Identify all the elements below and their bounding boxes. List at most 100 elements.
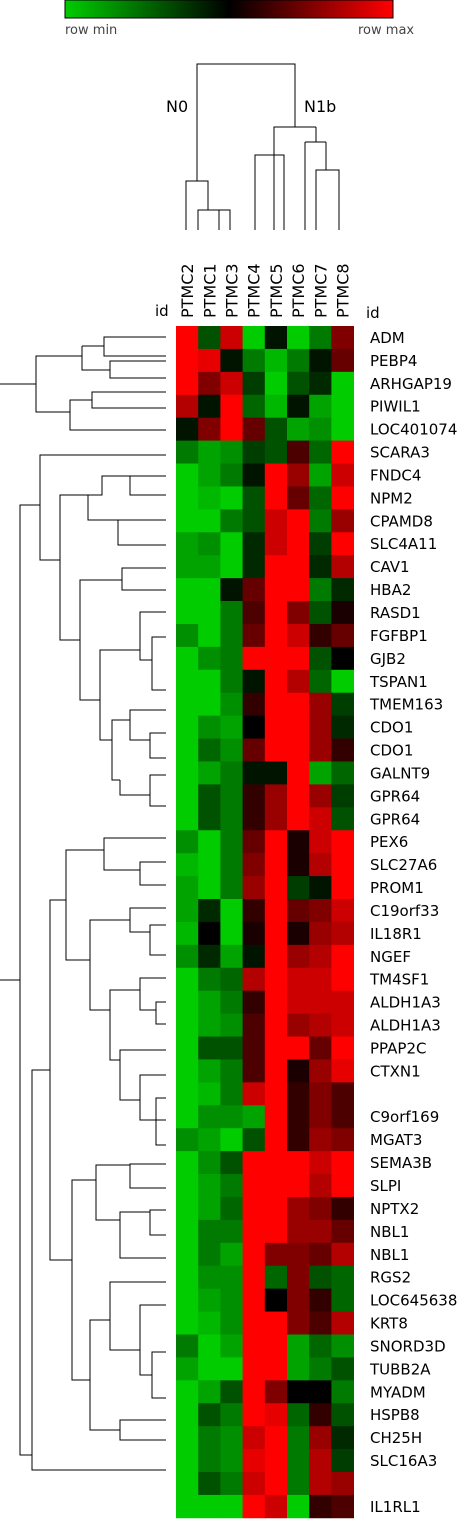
heatmap-cell-r51-c3 <box>242 1494 266 1519</box>
heatmap-cell-r5-c7 <box>331 440 354 464</box>
heatmap-cell-r14-c4 <box>264 646 288 671</box>
heatmap-cell-r2-c0 <box>176 371 199 396</box>
heatmap-cell-r51-c6 <box>309 1494 332 1519</box>
heatmap-cell-r6-c4 <box>264 463 288 487</box>
heatmap-cell-r46-c3 <box>242 1380 266 1404</box>
heatmap-cell-r34-c2 <box>220 1105 243 1129</box>
heatmap-cell-r3-c5 <box>287 394 310 419</box>
heatmap-cell-r26-c0 <box>176 921 199 946</box>
heatmap-cell-r9-c3 <box>242 532 266 556</box>
heatmap-cell-r34-c1 <box>198 1105 221 1129</box>
heatmap-cell-r49-c5 <box>287 1449 310 1473</box>
heatmap-cell-r22-c2 <box>220 830 243 854</box>
row-label-hspb8: HSPB8 <box>370 1406 420 1424</box>
row-label-ppap2c: PPAP2C <box>370 1040 426 1058</box>
row-label-snord3d: SNORD3D <box>370 1337 446 1355</box>
heatmap-cell-r30-c6 <box>309 1013 332 1037</box>
heatmap-cell-r32-c0 <box>176 1059 199 1083</box>
heatmap-cell-r11-c3 <box>242 578 266 602</box>
heatmap-cell-r47-c6 <box>309 1403 332 1427</box>
heatmap-cell-r23-c7 <box>331 853 354 877</box>
heatmap-cell-r19-c1 <box>198 761 221 785</box>
heatmap-cell-r45-c2 <box>220 1357 243 1381</box>
heatmap-cell-r43-c2 <box>220 1311 243 1335</box>
heatmap-cell-r26-c3 <box>242 921 266 946</box>
heatmap-cell-r4-c5 <box>287 417 310 441</box>
heatmap-cell-r4-c7 <box>331 417 354 441</box>
row-label-myadm: MYADM <box>370 1383 426 1401</box>
heatmap-cell-r40-c4 <box>264 1242 288 1267</box>
heatmap-cell-r24-c0 <box>176 876 199 900</box>
heatmap-cell-r15-c3 <box>242 669 266 694</box>
heatmap-cell-r7-c4 <box>264 486 288 510</box>
heatmap-cell-r10-c4 <box>264 555 288 579</box>
heatmap-cell-r33-c0 <box>176 1082 199 1106</box>
heatmap-cell-r23-c3 <box>242 853 266 877</box>
heatmap-cell-r4-c4 <box>264 417 288 441</box>
heatmap-cell-r22-c1 <box>198 830 221 854</box>
heatmap-cell-r40-c6 <box>309 1242 332 1267</box>
heatmap-cell-r44-c6 <box>309 1334 332 1358</box>
heatmap-cell-r38-c0 <box>176 1196 199 1221</box>
heatmap-cell-r16-c4 <box>264 692 288 717</box>
row-label-aldh1a3: ALDH1A3 <box>370 1017 441 1035</box>
heatmap-cell-r23-c4 <box>264 853 288 877</box>
heatmap-cell-r9-c6 <box>309 532 332 556</box>
heatmap-cell-r41-c2 <box>220 1265 243 1290</box>
heatmap-cell-r35-c0 <box>176 1128 199 1152</box>
heatmap-cell-r35-c6 <box>309 1128 332 1152</box>
heatmap-cell-r23-c6 <box>309 853 332 877</box>
heatmap-cell-r20-c5 <box>287 784 310 808</box>
heatmap-cell-r1-c5 <box>287 348 310 373</box>
heatmap-cell-r15-c5 <box>287 669 310 694</box>
row-label-slc4a11: SLC4A11 <box>370 535 437 553</box>
heatmap-cell-r24-c7 <box>331 876 354 900</box>
heatmap-cell-r18-c0 <box>176 738 199 762</box>
heatmap-cell-r29-c7 <box>331 990 354 1014</box>
heatmap-cell-r23-c5 <box>287 853 310 877</box>
heatmap-cell-r7-c0 <box>176 486 199 510</box>
row-label-slc16a3: SLC16A3 <box>370 1452 437 1470</box>
heatmap-cell-r16-c7 <box>331 692 354 717</box>
heatmap-cell-r39-c1 <box>198 1219 221 1244</box>
heatmap-cell-r11-c1 <box>198 578 221 602</box>
heatmap-cell-r44-c2 <box>220 1334 243 1358</box>
heatmap-cell-r36-c1 <box>198 1151 221 1175</box>
heatmap-cell-r23-c2 <box>220 853 243 877</box>
heatmap-cell-r30-c5 <box>287 1013 310 1037</box>
heatmap-cell-r39-c5 <box>287 1219 310 1244</box>
row-label-arhgap19: ARHGAP19 <box>370 375 452 393</box>
heatmap-cell-r19-c0 <box>176 761 199 785</box>
column-label-ptmc4: PTMC4 <box>245 263 264 318</box>
id-header-right: id <box>366 304 380 322</box>
heatmap-cell-r49-c7 <box>331 1449 354 1473</box>
heatmap-cell-r37-c3 <box>242 1174 266 1198</box>
heatmap-cell-r32-c6 <box>309 1059 332 1083</box>
heatmap-cell-r22-c6 <box>309 830 332 854</box>
row-label-slc27a6: SLC27A6 <box>370 856 437 874</box>
heatmap-cell-r25-c3 <box>242 899 266 923</box>
heatmap-cell-r5-c3 <box>242 440 266 464</box>
heatmap-cell-r33-c4 <box>264 1082 288 1106</box>
row-label-cdo1: CDO1 <box>370 719 413 737</box>
heatmap-cell-r12-c3 <box>242 601 266 625</box>
heatmap-cell-r47-c5 <box>287 1403 310 1427</box>
row-label-tspan1: TSPAN1 <box>369 673 428 691</box>
heatmap-cell-r8-c2 <box>220 509 243 533</box>
heatmap-cell-r12-c2 <box>220 601 243 625</box>
heatmap-cell-r46-c5 <box>287 1380 310 1404</box>
heatmap-cell-r20-c4 <box>264 784 288 808</box>
heatmap-cell-r34-c4 <box>264 1105 288 1129</box>
heatmap-cell-r49-c6 <box>309 1449 332 1473</box>
column-dendrogram <box>185 63 340 230</box>
heatmap-cell-r50-c7 <box>331 1472 354 1496</box>
heatmap-cell-r24-c4 <box>264 876 288 900</box>
heatmap-cell-r31-c3 <box>242 1036 266 1060</box>
heatmap-cell-r48-c5 <box>287 1426 310 1450</box>
heatmap-cell-r44-c1 <box>198 1334 221 1358</box>
heatmap-cell-r36-c6 <box>309 1151 332 1175</box>
heatmap-cell-r25-c0 <box>176 899 199 923</box>
heatmap-cell-r50-c3 <box>242 1472 266 1496</box>
heatmap-cell-r21-c5 <box>287 807 310 831</box>
heatmap-cell-r15-c2 <box>220 669 243 694</box>
